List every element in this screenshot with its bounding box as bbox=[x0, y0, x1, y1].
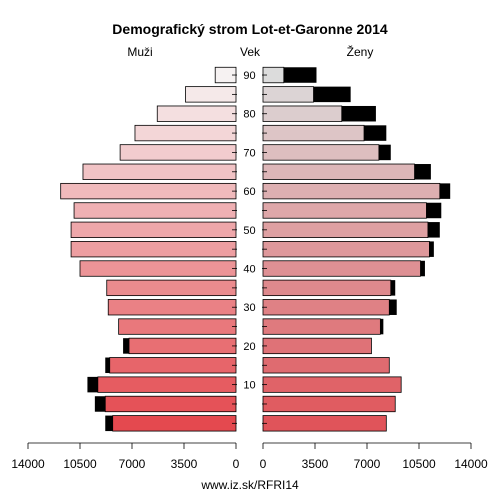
male-x-tick-label: 7000 bbox=[119, 457, 146, 471]
male-bar-25-29 bbox=[118, 318, 237, 335]
age-tick-label: 70 bbox=[243, 147, 255, 159]
male-x-tick-label: 10500 bbox=[63, 457, 97, 471]
female-bar-50-54 bbox=[262, 221, 429, 238]
female-excess-bar-40-44 bbox=[420, 260, 425, 277]
female-bar-70-74 bbox=[262, 144, 380, 161]
male-bar-85-89 bbox=[185, 86, 237, 103]
chart-title: Demografický strom Lot-et-Garonne 2014 bbox=[112, 21, 388, 37]
female-excess-bar-55-59 bbox=[426, 202, 442, 219]
male-bar-0-4 bbox=[112, 415, 237, 432]
male-bars bbox=[60, 66, 237, 432]
female-bar-75-79 bbox=[262, 124, 365, 142]
female-x-tick-label: 7000 bbox=[354, 457, 381, 471]
female-label: Ženy bbox=[347, 44, 374, 59]
female-excess-bar-70-74 bbox=[378, 144, 391, 161]
male-excess-bar-15-19 bbox=[105, 357, 110, 374]
female-x-tick-label: 10500 bbox=[402, 457, 436, 471]
female-bar-80-84 bbox=[262, 105, 343, 122]
female-excess-bar-80-84 bbox=[341, 105, 376, 122]
male-bar-5-9 bbox=[104, 395, 237, 413]
male-bar-15-19 bbox=[109, 357, 237, 374]
female-bar-25-29 bbox=[262, 318, 381, 335]
age-tick-label: 90 bbox=[243, 70, 255, 82]
male-x-tick-label: 3500 bbox=[171, 457, 198, 471]
female-excess-bar-30-34 bbox=[389, 299, 397, 315]
male-bar-70-74 bbox=[119, 144, 237, 161]
male-bar-45-49 bbox=[70, 241, 237, 258]
female-excess-bar-75-79 bbox=[364, 125, 387, 141]
male-bar-60-64 bbox=[60, 182, 237, 200]
male-bar-30-34 bbox=[107, 299, 237, 316]
age-axis-label: Vek bbox=[240, 45, 261, 59]
female-bar-30-34 bbox=[262, 299, 390, 316]
female-bar-65-69 bbox=[262, 163, 415, 180]
male-bar-65-69 bbox=[82, 163, 237, 180]
age-tick-label: 10 bbox=[243, 380, 255, 392]
female-bar-35-39 bbox=[262, 279, 392, 297]
female-excess-bar-25-29 bbox=[380, 318, 384, 335]
male-excess-bar-0-4 bbox=[105, 415, 113, 432]
age-tick-label: 20 bbox=[243, 341, 255, 353]
footer-source: www.iz.sk/RFRI14 bbox=[200, 478, 299, 492]
female-bar-0-4 bbox=[262, 415, 387, 432]
female-excess-bar-60-64 bbox=[439, 183, 451, 199]
female-bar-5-9 bbox=[262, 395, 396, 413]
male-x-tick-label: 0 bbox=[233, 457, 240, 471]
male-bar-75-79 bbox=[134, 124, 237, 142]
age-tick-label: 50 bbox=[243, 225, 255, 237]
male-excess-bar-20-24 bbox=[123, 338, 130, 354]
female-bar-85-89 bbox=[262, 86, 314, 103]
female-bar-60-64 bbox=[262, 182, 441, 200]
female-excess-bar-90+ bbox=[283, 67, 317, 83]
female-excess-bar-65-69 bbox=[414, 164, 431, 180]
female-excess-bar-35-39 bbox=[390, 280, 396, 296]
male-bar-20-24 bbox=[128, 337, 237, 355]
female-bar-55-59 bbox=[262, 202, 427, 219]
male-bar-10-14 bbox=[97, 376, 237, 393]
male-excess-bar-10-14 bbox=[87, 376, 98, 393]
male-bar-35-39 bbox=[106, 279, 237, 297]
female-bar-10-14 bbox=[262, 376, 402, 393]
female-bars bbox=[262, 66, 451, 432]
female-excess-bar-85-89 bbox=[313, 86, 351, 103]
male-excess-bar-5-9 bbox=[94, 396, 106, 412]
axes: 10 20 30 40 50 60 70 80 90 0 0 3500 3500 7000 7000 1050… bbox=[11, 70, 488, 471]
female-x-tick-label: 3500 bbox=[302, 457, 329, 471]
male-x-tick-label: 14000 bbox=[11, 457, 45, 471]
male-label: Muži bbox=[127, 45, 152, 59]
age-tick-label: 60 bbox=[243, 186, 255, 198]
male-bar-55-59 bbox=[73, 202, 237, 219]
female-bar-40-44 bbox=[262, 260, 421, 277]
age-tick-label: 80 bbox=[243, 109, 255, 121]
male-bar-80-84 bbox=[156, 105, 237, 122]
female-bar-45-49 bbox=[262, 241, 430, 258]
male-bar-50-54 bbox=[70, 221, 237, 238]
male-bar-40-44 bbox=[79, 260, 237, 277]
female-bar-20-24 bbox=[262, 337, 372, 355]
female-excess-bar-50-54 bbox=[427, 222, 440, 238]
age-tick-label: 30 bbox=[243, 302, 255, 314]
female-bar-15-19 bbox=[262, 357, 390, 374]
female-excess-bar-45-49 bbox=[429, 241, 434, 257]
age-tick-label: 40 bbox=[243, 264, 255, 276]
female-x-tick-label: 0 bbox=[260, 457, 267, 471]
female-x-tick-label: 14000 bbox=[454, 457, 488, 471]
